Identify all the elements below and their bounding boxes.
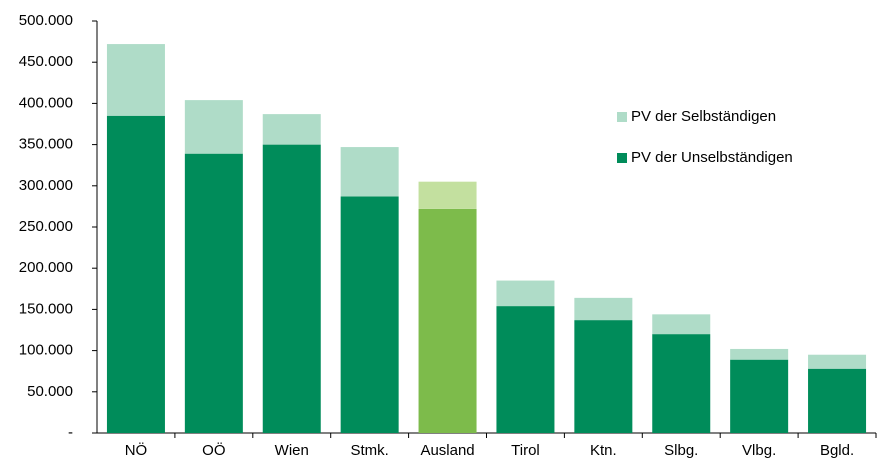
y-tick-label: -	[68, 424, 73, 441]
bar-segment	[808, 368, 867, 433]
bar-segment	[808, 354, 867, 369]
x-tick-label: Bgld.	[820, 442, 854, 459]
legend-label: PV der Unselbständigen	[631, 149, 793, 166]
y-tick-label: 250.000	[19, 218, 73, 235]
x-tick-label: Slbg.	[664, 442, 698, 459]
bar-segment	[652, 314, 711, 335]
x-tick-label: Vlbg.	[742, 442, 776, 459]
x-tick-label: Ktn.	[590, 442, 617, 459]
bar-segment	[496, 306, 555, 433]
y-tick-label: 400.000	[19, 94, 73, 111]
x-tick-label: NÖ	[125, 441, 148, 459]
bar-segment	[106, 115, 165, 433]
x-tick-label: OÖ	[202, 441, 225, 459]
x-tick-label: Ausland	[420, 442, 474, 459]
bar-segment	[340, 147, 399, 197]
bar-segment	[730, 359, 789, 433]
bar-segment	[184, 153, 243, 433]
legend-label: PV der Selbständigen	[631, 108, 776, 125]
x-tick-label: Wien	[275, 442, 309, 459]
bar-segment	[418, 181, 477, 209]
bar-segment	[730, 348, 789, 360]
bar-segment	[340, 196, 399, 433]
y-tick-label: 500.000	[19, 12, 73, 29]
bar-segment	[106, 44, 165, 116]
bar-segment	[652, 334, 711, 433]
bar-segment	[262, 114, 321, 145]
y-tick-label: 350.000	[19, 136, 73, 153]
bar-segment	[184, 100, 243, 154]
x-tick-label: Stmk.	[350, 442, 388, 459]
legend-swatch	[617, 153, 627, 163]
y-tick-label: 450.000	[19, 53, 73, 70]
y-tick-label: 150.000	[19, 300, 73, 317]
bar-segment	[574, 320, 633, 433]
bar-segment	[418, 208, 477, 433]
y-tick-label: 50.000	[27, 383, 73, 400]
bar-segment	[262, 144, 321, 433]
bar-segment	[496, 280, 555, 307]
x-tick-label: Tirol	[511, 442, 540, 459]
bar-segment	[574, 297, 633, 321]
y-tick-label: 300.000	[19, 177, 73, 194]
y-tick-label: 200.000	[19, 259, 73, 276]
legend-swatch	[617, 112, 627, 122]
y-tick-label: 100.000	[19, 342, 73, 359]
